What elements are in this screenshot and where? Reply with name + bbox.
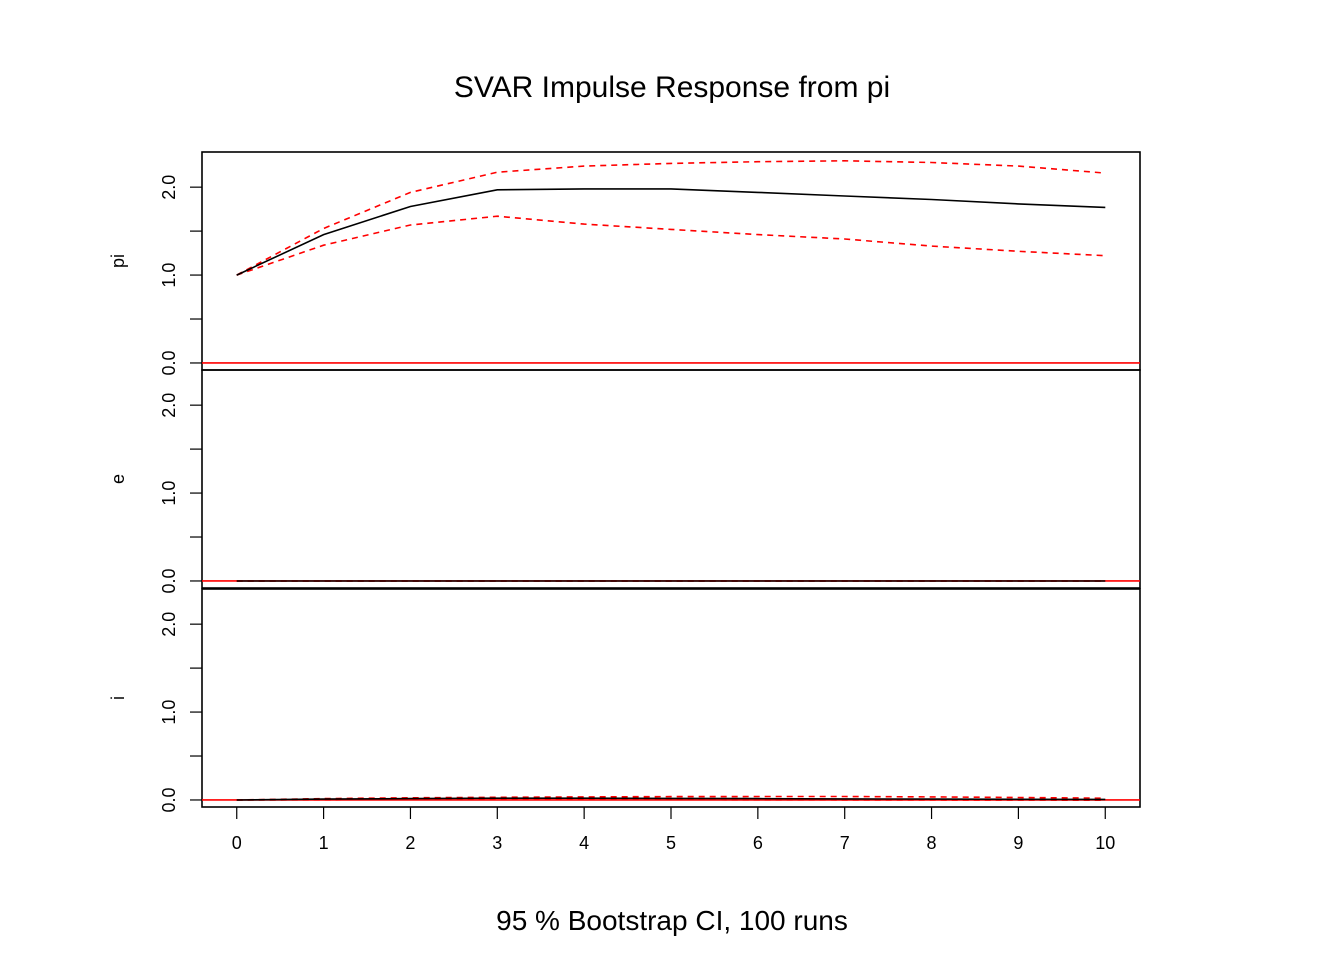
x-tick-label: 7 xyxy=(840,833,850,853)
y-tick-label: 2.0 xyxy=(159,612,179,637)
chart-subtitle: 95 % Bootstrap CI, 100 runs xyxy=(496,905,848,936)
x-tick-label: 10 xyxy=(1095,833,1115,853)
ci-lower-line xyxy=(236,215,1106,276)
ci-lower-line xyxy=(236,798,1106,801)
y-tick-label: 1.0 xyxy=(159,481,179,506)
panel-frame xyxy=(201,151,1141,371)
y-tick-label: 2.0 xyxy=(159,175,179,200)
x-tick-label: 5 xyxy=(666,833,676,853)
panel-frame xyxy=(201,369,1141,589)
y-tick-label: 0.0 xyxy=(159,568,179,593)
y-tick-label: 1.0 xyxy=(159,700,179,725)
panel-label-i: i xyxy=(108,696,128,700)
chart-title: SVAR Impulse Response from pi xyxy=(454,71,890,104)
ci-upper-line xyxy=(236,159,1106,276)
panel-i: 0.0 1.0 2.0 i xyxy=(108,588,1141,813)
panels-group: 0.0 1.0 2.0 pi 0.0 1.0 2.0 e 0.0 1.0 2.0 i xyxy=(108,151,1141,813)
panel-pi: 0.0 1.0 2.0 pi xyxy=(108,151,1141,376)
panel-frame xyxy=(201,588,1141,808)
x-tick-label: 9 xyxy=(1013,833,1023,853)
x-tick-label: 1 xyxy=(319,833,329,853)
panel-e: 0.0 1.0 2.0 e xyxy=(108,369,1141,594)
response-line xyxy=(236,188,1106,276)
x-tick-label: 8 xyxy=(927,833,937,853)
panel-label-e: e xyxy=(108,474,128,484)
x-tick-label: 4 xyxy=(579,833,589,853)
panel-label-pi: pi xyxy=(108,254,128,268)
y-tick-label: 0.0 xyxy=(159,350,179,375)
y-tick-label: 2.0 xyxy=(159,393,179,418)
x-tick-label: 2 xyxy=(405,833,415,853)
response-line xyxy=(236,797,1106,801)
x-tick-label: 0 xyxy=(232,833,242,853)
x-tick-label: 3 xyxy=(492,833,502,853)
x-axis: 0 1 2 3 4 5 6 7 8 9 10 xyxy=(232,807,1115,853)
y-tick-label: 0.0 xyxy=(159,787,179,812)
y-tick-label: 1.0 xyxy=(159,263,179,288)
x-tick-label: 6 xyxy=(753,833,763,853)
